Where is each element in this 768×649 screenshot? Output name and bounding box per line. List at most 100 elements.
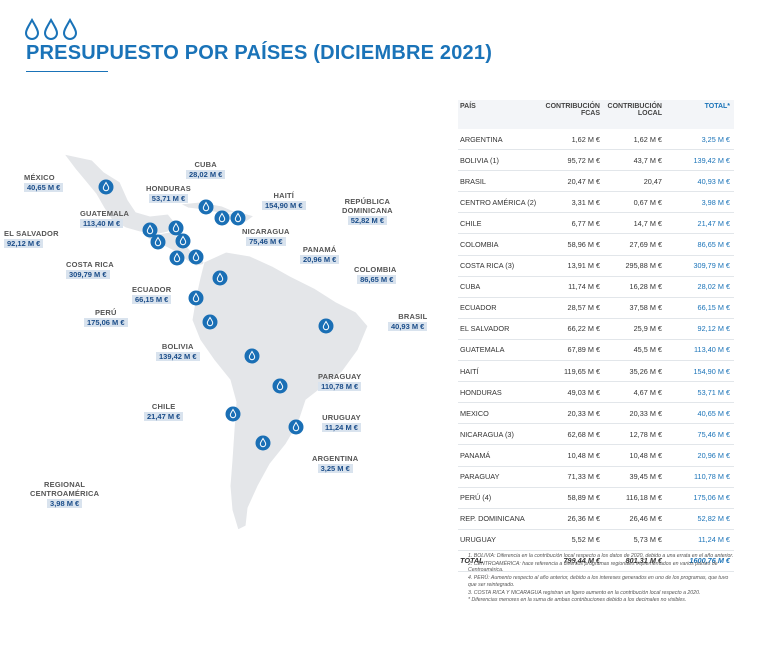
table-cell: 20,47: [643, 176, 662, 186]
table-cell: 113,40 M €: [694, 345, 730, 355]
table-cell: 86,65 M €: [697, 240, 730, 250]
map-label-costa-rica: COSTA RICA 309,79 M €: [66, 260, 114, 279]
map-marker-mexico-drop-icon: [98, 179, 114, 195]
table-row: PERÚ (4) 58,89 M € 116,18 M € 175,06 M €: [458, 488, 734, 509]
table-cell: 1,62 M €: [633, 134, 662, 144]
map-label-mexico: MÉXICO 40,65 M €: [24, 173, 64, 192]
table-cell: ECUADOR: [460, 303, 497, 313]
map-marker-colombia-drop-icon: [212, 270, 228, 286]
table-row: URUGUAY 5,52 M € 5,73 M € 11,24 M €: [458, 530, 734, 551]
map-marker-honduras-drop-icon: [198, 199, 214, 215]
table-cell: 4,67 M €: [633, 387, 662, 397]
table-cell: 40,65 M €: [697, 408, 730, 418]
table-row: BRASIL 20,47 M € 20,47 40,93 M €: [458, 171, 734, 193]
table-row: COLOMBIA 58,96 M € 27,69 M € 86,65 M €: [458, 234, 734, 256]
header-local: CONTRIBUCIÓN LOCAL: [607, 103, 662, 117]
map-label-guatemala: GUATEMALA 113,40 M €: [80, 209, 130, 228]
table-row: COSTA RICA (3) 13,91 M € 295,88 M € 309,79 …: [458, 256, 734, 277]
table-cell: 71,33 M €: [567, 472, 600, 482]
map-marker-argentina-drop-icon: [255, 435, 271, 451]
table-cell: 45,5 M €: [633, 345, 662, 355]
table-row: GUATEMALA 67,89 M € 45,5 M € 113,40 M €: [458, 340, 734, 362]
table-cell: 154,90 M €: [693, 366, 730, 376]
table-cell: CHILE: [460, 218, 482, 228]
table-cell: 37,58 M €: [629, 303, 662, 313]
table-cell: 21,47 M €: [697, 218, 730, 228]
table-cell: 20,33 M €: [629, 408, 662, 418]
map-label-el-salvador: EL SALVADOR 92,12 M €: [4, 229, 59, 248]
table-cell: COSTA RICA (3): [460, 261, 515, 271]
table-cell: 175,06 M €: [693, 493, 730, 503]
table-row: CENTRO AMÉRICA (2) 3,31 M € 0,67 M € 3,98 M…: [458, 192, 734, 214]
map-marker-peru-drop-icon: [202, 314, 218, 330]
header-total: TOTAL*: [704, 103, 730, 110]
table-cell: 95,72 M €: [567, 155, 600, 165]
table-total-row: TOTAL 799,44 M € 801,31 M € 1600,76 M €: [458, 551, 734, 572]
table-body: ARGENTINA 1,62 M € 1,62 M € 3,25 M € BOLIVIA…: [458, 129, 734, 551]
table-cell: 27,69 M €: [629, 240, 662, 250]
map-marker-honduras-2-drop-icon: [168, 220, 184, 236]
table-cell: 28,57 M €: [567, 303, 600, 313]
table-cell: 75,46 M €: [697, 429, 730, 439]
table-row: NICARAGUA (3) 62,68 M € 12,78 M € 75,46 M €: [458, 424, 734, 446]
table-cell: 66,15 M €: [697, 303, 730, 313]
map-marker-chile-drop-icon: [225, 406, 241, 422]
table-cell: 67,89 M €: [567, 345, 600, 355]
table-cell: 309,79 M €: [693, 261, 730, 271]
table-header: PAÍS CONTRIBUCIÓN FCAS CONTRIBUCIÓN LOCA…: [458, 100, 734, 129]
table-cell: 66,22 M €: [567, 324, 600, 334]
map-marker-bolivia-drop-icon: [244, 348, 260, 364]
table-cell: 52,82 M €: [697, 514, 730, 524]
table-row: ECUADOR 28,57 M € 37,58 M € 66,15 M €: [458, 298, 734, 319]
table-cell: 20,33 M €: [567, 408, 600, 418]
table-cell: 62,68 M €: [567, 429, 600, 439]
map-label-cuba: CUBA 28,02 M €: [186, 160, 226, 179]
table-cell: NICARAGUA (3): [460, 429, 514, 439]
table-cell: CUBA: [460, 282, 481, 292]
water-drops-icon: [24, 18, 78, 40]
table-cell: 11,24 M €: [698, 535, 730, 545]
map-label-regional-centroamerica: REGIONAL CENTROAMÉRICA 3,98 M €: [30, 480, 100, 508]
table-cell: 58,89 M €: [567, 493, 600, 503]
table-cell: 40,93 M €: [697, 176, 730, 186]
title-underline: [26, 71, 108, 72]
table-cell: 1,62 M €: [571, 134, 600, 144]
footnote: 3. COSTA RICA Y NICARAGUA registran un l…: [468, 589, 701, 596]
map-marker-uruguay-drop-icon: [288, 419, 304, 435]
footnote: 2. CENTROAMÉRICA: hace referencia a dive…: [468, 560, 718, 574]
table-row: PARAGUAY 71,33 M € 39,45 M € 110,78 M €: [458, 467, 734, 488]
table-cell: 39,45 M €: [629, 472, 662, 482]
table-row: CHILE 6,77 M € 14,7 M € 21,47 M €: [458, 213, 734, 235]
map-marker-haiti-drop-icon: [230, 210, 246, 226]
map-label-ecuador: ECUADOR 66,15 M €: [132, 285, 172, 304]
table-cell: REP. DOMINICANA: [460, 514, 525, 524]
map-label-nicaragua: NICARAGUA 75,46 M €: [242, 227, 290, 246]
table-cell: EL SALVADOR: [460, 324, 510, 334]
table-cell: 58,96 M €: [567, 240, 600, 250]
map-marker-cuba-drop-icon: [214, 210, 230, 226]
table-cell: 49,03 M €: [567, 387, 600, 397]
map-label-chile: CHILE 21,47 M €: [144, 402, 184, 421]
table-cell: 14,7 M €: [633, 218, 662, 228]
footnotes: 1. BOLIVIA: Diferencia en la contribució…: [468, 553, 736, 605]
table-cell: CENTRO AMÉRICA (2): [460, 197, 537, 207]
table-row: ARGENTINA 1,62 M € 1,62 M € 3,25 M €: [458, 129, 734, 151]
table-cell: URUGUAY: [460, 535, 496, 545]
map-marker-panama-drop-icon: [188, 249, 204, 265]
map-label-paraguay: PARAGUAY 110,78 M €: [318, 372, 362, 391]
table-cell: PANAMÁ: [460, 450, 491, 460]
map-marker-guatemala-drop-icon: [142, 222, 158, 238]
table-cell: 92,12 M €: [697, 324, 730, 334]
footnote: 4. PERÚ: Aumento respecto al año anterio…: [468, 575, 729, 588]
table-row: HONDURAS 49,03 M € 4,67 M € 53,71 M €: [458, 382, 734, 404]
table-cell: HAITÍ: [460, 366, 479, 376]
table-cell: 43,7 M €: [633, 155, 662, 165]
table-cell: 139,42 M €: [693, 155, 730, 165]
table-cell: PERÚ (4): [460, 493, 492, 503]
map-marker-el-salvador-drop-icon: [150, 234, 166, 250]
map-label-honduras: HONDURAS 53,71 M €: [146, 184, 191, 203]
map-marker-paraguay-drop-icon: [272, 378, 288, 394]
table-cell: PARAGUAY: [460, 472, 500, 482]
table-cell: 5,52 M €: [571, 535, 600, 545]
footnote: 1. BOLIVIA: Diferencia en la contribució…: [468, 553, 734, 559]
